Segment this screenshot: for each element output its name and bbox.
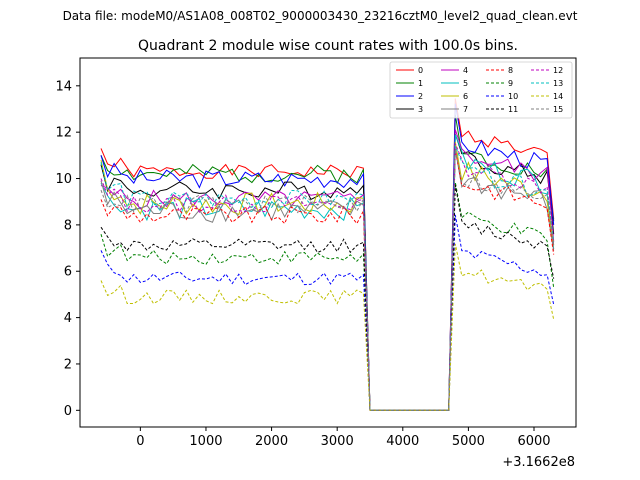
legend-label: 10 — [508, 92, 518, 101]
series-line-14 — [100, 243, 555, 411]
legend-label: 3 — [418, 105, 423, 114]
series-line-0 — [100, 98, 555, 411]
legend-label: 13 — [553, 79, 563, 88]
legend-label: 12 — [553, 66, 563, 75]
series-line-15 — [100, 149, 555, 411]
series-line-11 — [100, 185, 555, 411]
plot-lines — [100, 98, 555, 411]
x-offset-label: +3.1662e8 — [502, 455, 575, 470]
y-tick-label: 2 — [64, 357, 72, 372]
y-tick-label: 14 — [55, 79, 72, 94]
legend-label: 0 — [418, 66, 423, 75]
y-tick-label: 0 — [64, 404, 72, 419]
legend-label: 2 — [418, 92, 423, 101]
series-line-6 — [100, 141, 555, 411]
legend-label: 11 — [508, 105, 518, 114]
x-axis: 0 1000 2000 3000 4000 5000 6000 — [136, 427, 551, 449]
x-tick-label: 6000 — [517, 434, 550, 449]
series-line-3 — [100, 133, 555, 411]
y-tick-label: 12 — [55, 126, 72, 141]
legend-frame — [389, 61, 573, 119]
y-tick-label: 4 — [64, 311, 72, 326]
chart-title: Quadrant 2 module wise count rates with … — [138, 38, 518, 54]
y-tick-label: 8 — [64, 218, 72, 233]
x-tick-label: 2000 — [255, 434, 288, 449]
legend-label: 7 — [463, 105, 468, 114]
series-line-9 — [100, 182, 555, 411]
series-line-7 — [100, 149, 555, 411]
x-tick-label: 4000 — [386, 434, 419, 449]
y-axis: 0 2 4 6 8 10 12 14 — [55, 79, 80, 419]
x-tick-label: 1000 — [189, 434, 222, 449]
series-line-10 — [100, 214, 555, 411]
series-line-8 — [100, 149, 555, 411]
series-line-5 — [100, 134, 555, 411]
x-tick-label: 3000 — [321, 434, 354, 449]
legend-label: 15 — [553, 105, 563, 114]
legend-label: 5 — [463, 79, 468, 88]
legend-label: 9 — [508, 79, 513, 88]
y-tick-label: 6 — [64, 265, 72, 280]
legend-label: 14 — [553, 92, 563, 101]
legend-label: 6 — [463, 92, 468, 101]
figure-suptitle: Data file: modeM0/AS1A08_008T02_90000034… — [63, 9, 578, 23]
series-line-1 — [100, 114, 555, 411]
y-tick-label: 10 — [55, 172, 72, 187]
series-line-2 — [100, 103, 555, 411]
x-tick-label: 0 — [136, 434, 144, 449]
legend-label: 1 — [418, 79, 423, 88]
plot-frame — [79, 57, 577, 428]
legend-label: 4 — [463, 66, 468, 75]
legend-label: 8 — [508, 66, 513, 75]
x-tick-label: 5000 — [452, 434, 485, 449]
series-line-12 — [100, 143, 555, 411]
